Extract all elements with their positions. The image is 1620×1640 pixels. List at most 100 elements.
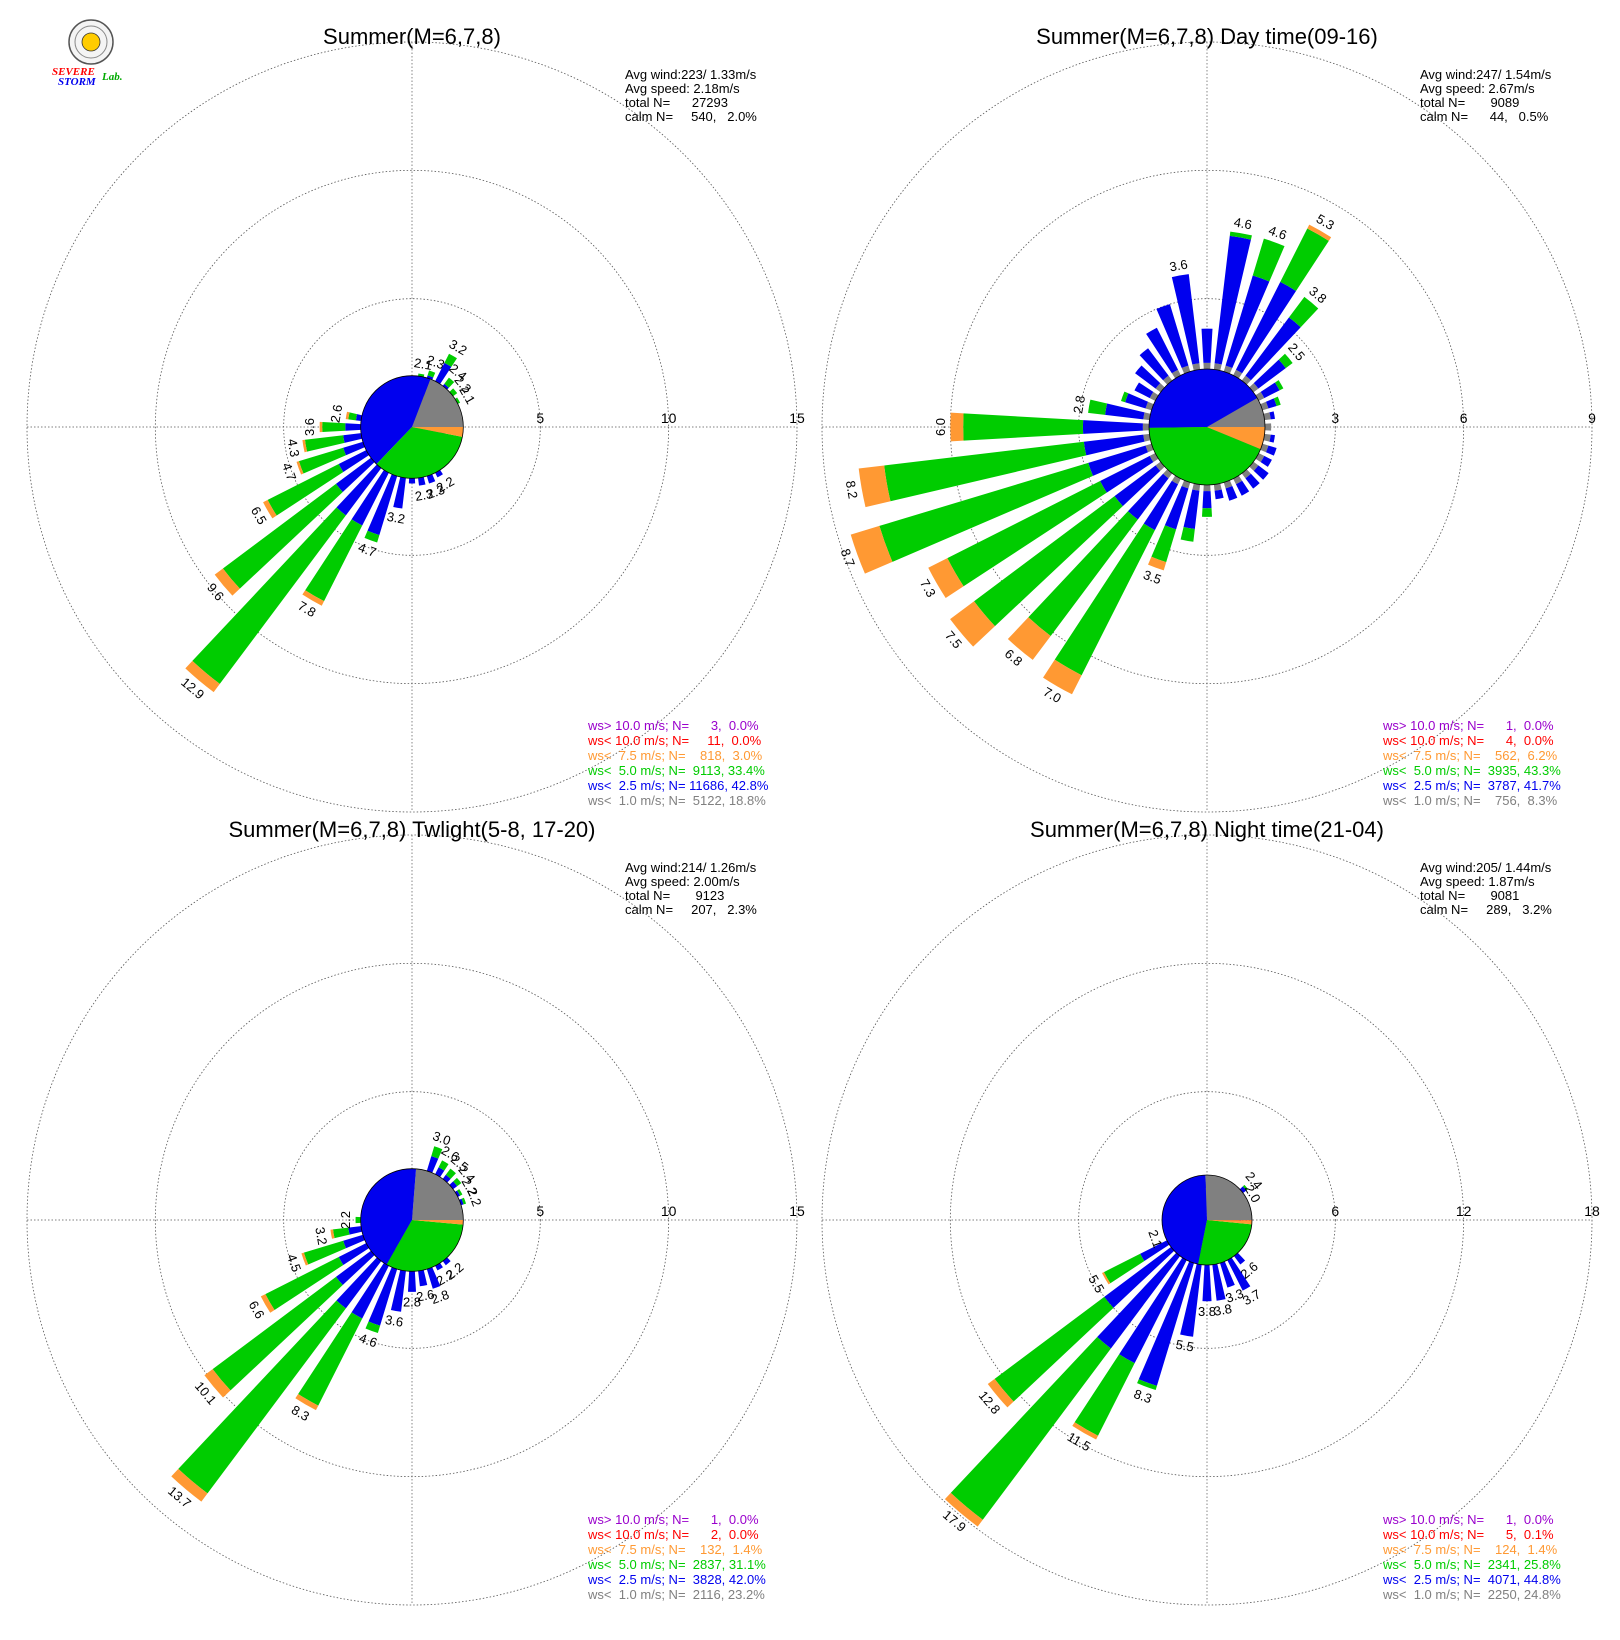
bar-segment-220-bin3 [1007,617,1051,660]
bar-segment-110-bin1 [1265,445,1277,456]
bar-segment-170-bin1 [1214,489,1224,500]
pie-slice-bin0 [1205,1175,1253,1220]
bar-segment-270-bin2 [355,1216,361,1224]
bar-segment-210-bin3 [1043,659,1082,695]
bar-segment-270-bin3 [950,412,964,442]
bar-segment-270-bin1 [1082,420,1143,434]
info-line-3: total N= 9123 [625,888,724,903]
bar-segment-230-bin2 [974,496,1123,627]
direction-bar-270: 6.0 [933,412,1207,442]
bar-label-350: 3.6 [1168,257,1188,275]
legend-entry-4: ws< 5.0 m/s; N= 2341, 25.8% [1382,1557,1561,1572]
legend-entry-4: ws< 5.0 m/s; N= 9113, 33.4% [587,763,765,778]
bar-segment-240-bin1 [1100,455,1154,493]
bar-segment-100-bin1 [1269,434,1275,443]
legend-entry-6: ws< 1.0 m/s; N= 2116, 23.2% [587,1587,765,1602]
wind-rose-panel-4: 6 12 182.42.02.63.73.33.83.85.58.311.517.9… [821,817,1600,1606]
bar-segment-220-bin2 [1028,511,1138,636]
info-line-1: Avg wind:205/ 1.44m/s [1420,860,1552,875]
direction-bar-220: 13.7 [165,1220,412,1511]
legend-entry-1: ws> 10.0 m/s; N= 1, 0.0% [1382,1512,1554,1527]
bar-label-160: 2.3 [425,482,447,502]
bar-label-20: 4.6 [1267,223,1289,243]
bar-segment-200-bin2 [1151,525,1177,563]
bar-segment-190-bin1 [1180,1251,1204,1337]
legend-entry-2: ws< 10.0 m/s; N= 2, 0.0% [587,1527,759,1542]
info-line-3: total N= 27293 [625,95,728,110]
bar-segment-60-bin2 [1275,380,1284,391]
bar-segment-230-bin3 [204,1369,231,1398]
legend-entry-3: ws< 7.5 m/s; N= 132, 1.4% [587,1542,763,1557]
pie-slice-bin1 [1162,1175,1207,1265]
bar-label-250: 8.7 [838,547,858,569]
pie-slice-bin0 [412,379,464,427]
info-line-4: calm N= 540, 2.0% [625,109,757,124]
ring-label-1: 5 [536,1203,544,1219]
info-line-4: calm N= 207, 2.3% [625,902,757,917]
severe-storm-lab-logo: SEVERE STORM Lab. [52,19,122,88]
legend-entry-1: ws> 10.0 m/s; N= 1, 0.0% [587,1512,759,1527]
bar-segment-270-bin3 [319,421,323,433]
pie-slice-bin1 [1148,368,1258,428]
bar-segment-350-bin1 [1171,274,1200,365]
bar-segment-240-bin2 [947,481,1107,587]
bar-segment-60-bin1 [1260,382,1280,399]
bar-segment-260-bin3 [858,465,891,508]
bar-label-250: 2.1 [1145,1228,1165,1250]
ring-label-1: 6 [1331,1203,1339,1219]
bar-segment-260-bin2 [332,1227,350,1239]
bar-segment-40-bin2 [444,377,455,388]
bar-segment-50-bin2 [453,1177,462,1187]
bar-segment-230-bin2 [212,1276,343,1391]
bar-segment-140-bin1 [1245,473,1260,489]
bar-segment-30-bin1 [1235,281,1297,374]
bar-label-200: 3.5 [1141,567,1163,587]
ring-label-3: 15 [789,410,805,426]
pie-outline [1161,1174,1253,1266]
legend-entry-1: ws> 10.0 m/s; N= 3, 0.0% [587,718,759,733]
bar-segment-270-bin2 [963,413,1084,441]
bar-segment-280-bin3 [345,411,350,420]
info-line-3: total N= 9089 [1420,95,1519,110]
bar-segment-60-bin2 [454,397,461,404]
bar-segment-180-bin1 [1202,491,1212,509]
bar-segment-70-bin1 [1265,398,1277,409]
bar-segment-230-bin2 [222,483,343,589]
bar-label-160: 2.8 [429,1287,451,1307]
bar-segment-200-bin2 [1137,1379,1157,1390]
bar-segment-160-bin1 [1225,485,1238,501]
logo-text-storm: STORM [58,76,97,88]
pie-slice-bin0 [412,1168,464,1220]
bar-label-20: 3.0 [431,1128,453,1148]
bar-segment-200-bin3 [1148,556,1167,571]
bar-segment-210-bin3 [1072,1422,1099,1440]
bar-segment-210-bin2 [1074,1354,1135,1436]
bar-segment-240-bin3 [263,499,277,519]
bar-segment-60-bin2 [457,1189,463,1196]
logo-text-severe: SEVERE [52,66,95,78]
bar-segment-200-bin1 [1138,1249,1198,1386]
pie-slice-bin3 [1207,1220,1252,1225]
info-line-2: Avg speed: 2.67m/s [1420,81,1535,96]
pie-slice-bin0 [1207,397,1265,427]
bar-segment-200-bin2 [365,1321,381,1334]
bar-label-270: 3.6 [302,418,317,436]
legend-entry-3: ws< 7.5 m/s; N= 818, 3.0% [587,748,763,763]
bar-segment-260-bin2 [304,435,345,452]
legend-entry-2: ws< 10.0 m/s; N= 11, 0.0% [587,733,762,748]
bar-segment-250-bin3 [301,1252,309,1266]
bar-segment-210-bin1 [351,1247,397,1319]
pie-slice-bin3 [412,427,464,437]
bar-segment-250-bin2 [879,462,1093,562]
bar-label-190: 3.6 [384,1312,404,1330]
bar-label-260: 8.2 [843,479,861,499]
bar-segment-260-bin1 [1083,434,1145,456]
bar-label-10: 2.1 [413,355,433,373]
pie-slice-bin3 [412,1220,464,1225]
info-line-2: Avg speed: 2.18m/s [625,81,740,96]
bar-segment-210-bin3 [302,590,325,606]
pie-outline [360,375,464,479]
bar-segment-280-bin1 [1105,403,1145,420]
legend-entry-2: ws< 10.0 m/s; N= 4, 0.0% [1382,733,1554,748]
ring-label-1: 3 [1331,410,1339,426]
